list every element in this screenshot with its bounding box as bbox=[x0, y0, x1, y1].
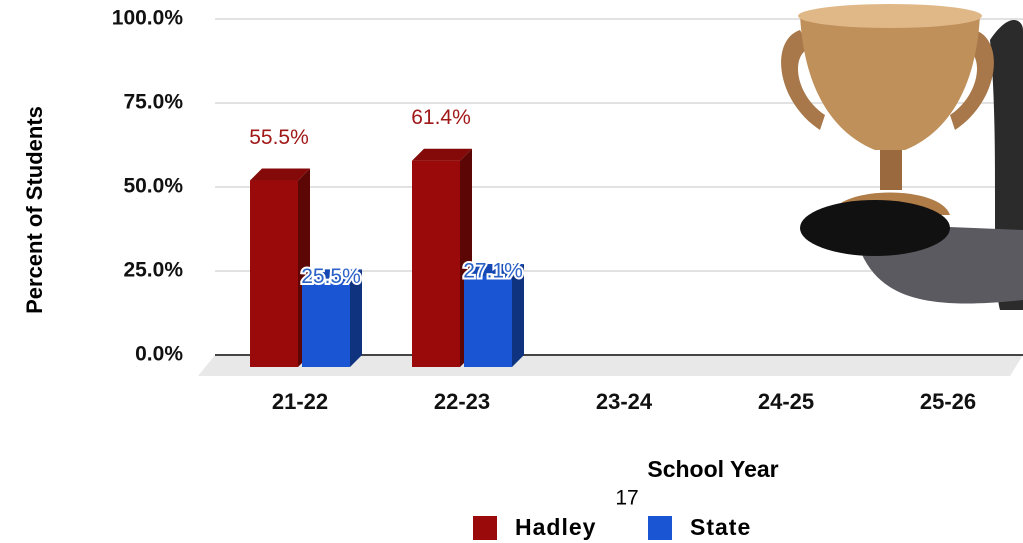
legend-label: Hadley bbox=[515, 514, 596, 540]
trophy-stem bbox=[880, 150, 902, 190]
value-label: 25.5% bbox=[301, 265, 361, 288]
trophy-handle bbox=[950, 30, 994, 130]
x-tick-label: 25-26 bbox=[920, 389, 976, 414]
bar-top bbox=[302, 269, 362, 282]
x-tick-label: 21-22 bbox=[272, 389, 328, 414]
bars bbox=[250, 148, 524, 367]
trophy-handle bbox=[781, 30, 825, 130]
legend: Hadley State bbox=[473, 514, 751, 540]
trophy bbox=[781, 4, 1023, 310]
bar-side bbox=[350, 269, 362, 367]
bar bbox=[412, 160, 460, 367]
bar-top bbox=[250, 168, 310, 181]
legend-swatch bbox=[473, 516, 497, 540]
bar bbox=[250, 180, 298, 367]
y-tick-label: 0.0% bbox=[135, 343, 183, 366]
value-label: 61.4% bbox=[411, 106, 471, 129]
legend-swatch bbox=[648, 516, 672, 540]
y-tick-label: 25.0% bbox=[123, 259, 183, 282]
trophy-cup bbox=[800, 15, 980, 150]
page-number: 17 bbox=[615, 487, 638, 510]
bar bbox=[302, 281, 350, 367]
y-tick-label: 50.0% bbox=[123, 175, 183, 198]
trophy-base-bottom bbox=[800, 200, 950, 256]
floor bbox=[198, 355, 1023, 376]
y-tick-label: 100.0% bbox=[112, 7, 184, 30]
bar bbox=[464, 275, 512, 367]
trophy-rim bbox=[798, 4, 982, 28]
x-tick-label: 23-24 bbox=[596, 389, 653, 414]
x-axis-title: School Year bbox=[647, 456, 778, 482]
y-tick-label: 75.0% bbox=[123, 91, 183, 114]
bar-top bbox=[412, 148, 472, 161]
value-label: 27.1% bbox=[463, 259, 523, 282]
y-axis-title: Percent of Students bbox=[22, 106, 47, 314]
bar-side bbox=[512, 263, 524, 367]
x-tick-label: 22-23 bbox=[434, 389, 490, 414]
legend-label: State bbox=[690, 514, 751, 540]
bar-top bbox=[464, 263, 524, 276]
value-label: 55.5% bbox=[249, 126, 309, 149]
x-tick-label: 24-25 bbox=[758, 389, 814, 414]
value-labels: 55.5% 25.5% 61.4% 27.1% bbox=[249, 106, 525, 290]
